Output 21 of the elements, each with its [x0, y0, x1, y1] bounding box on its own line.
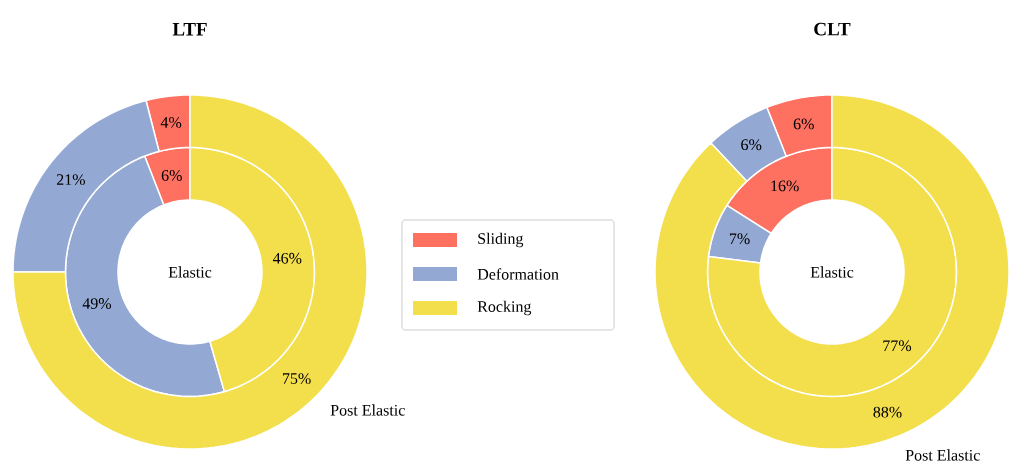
- data-label: 6%: [161, 170, 182, 181]
- legend-label: Rocking: [477, 300, 532, 316]
- data-label: 77%: [883, 340, 912, 352]
- data-label: 49%: [82, 298, 112, 309]
- chart-title: CLT: [814, 22, 851, 36]
- slice-label: Elastic: [168, 266, 212, 278]
- slice-label: Post Elastic: [330, 404, 405, 416]
- chart-title: LTF: [172, 23, 207, 36]
- data-label: 21%: [56, 174, 85, 186]
- data-label: 6%: [741, 139, 762, 151]
- legend-label: Sliding: [478, 232, 524, 248]
- data-label: 4%: [160, 117, 182, 128]
- data-label: 7%: [729, 233, 750, 245]
- slice-label: Post Elastic: [905, 449, 980, 461]
- data-label: 88%: [873, 406, 902, 418]
- data-label: 75%: [282, 373, 311, 385]
- data-label: 6%: [793, 118, 814, 130]
- data-label: 16%: [771, 180, 799, 192]
- data-label: 46%: [272, 252, 302, 264]
- legend-label: Deformation: [477, 268, 559, 280]
- slice-label: Elastic: [810, 266, 854, 278]
